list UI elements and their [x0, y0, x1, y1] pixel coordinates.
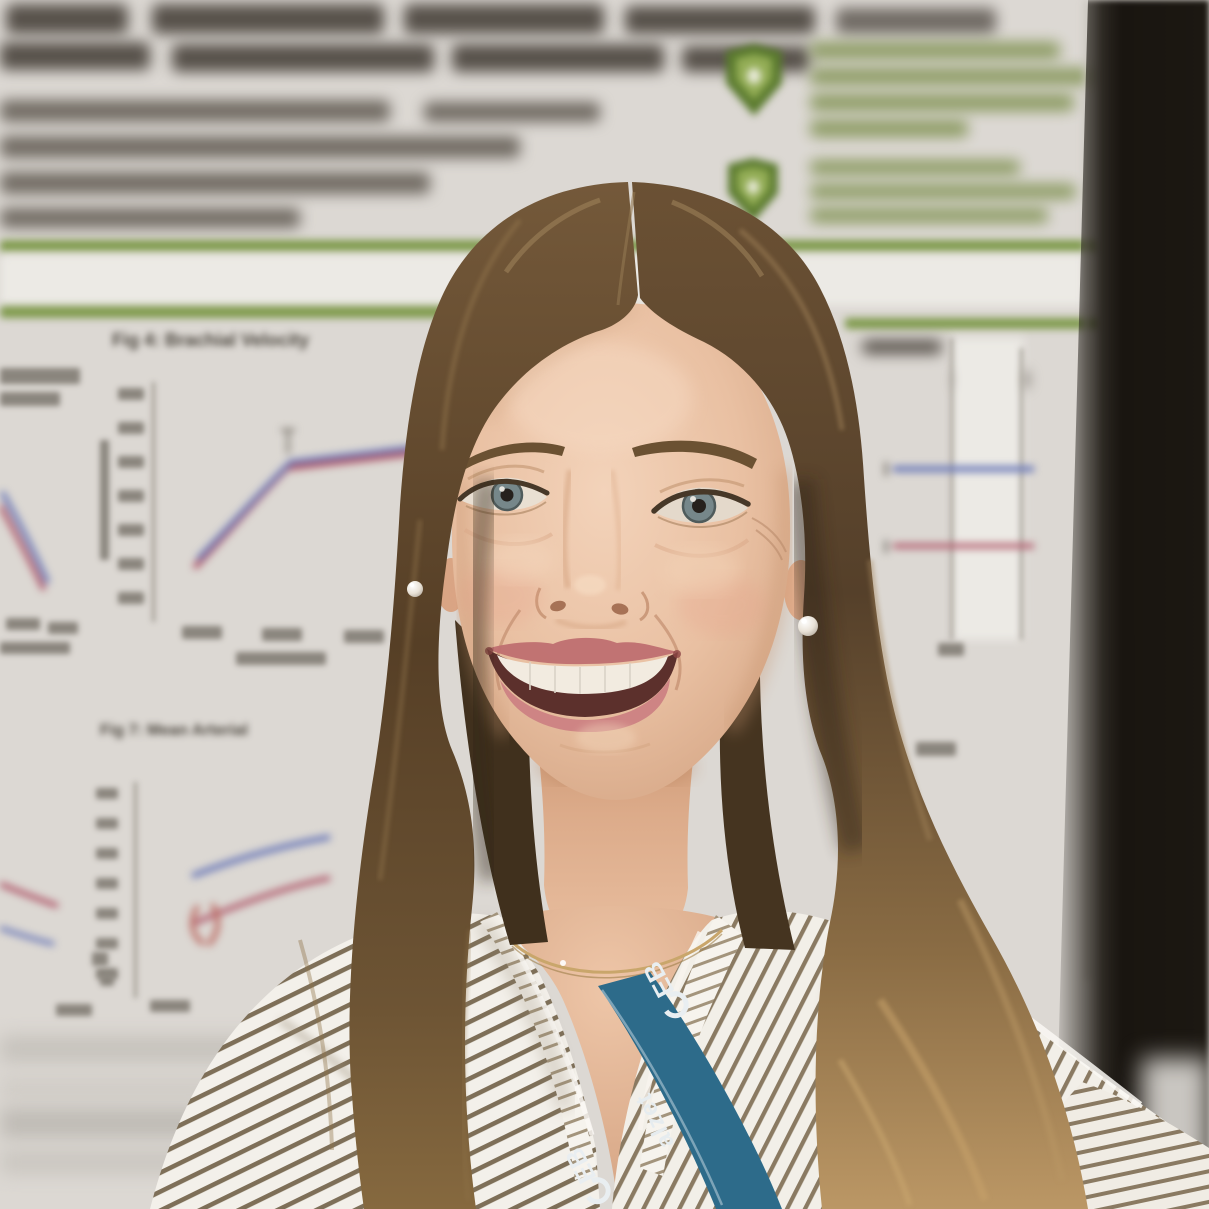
author-text-line: [452, 44, 664, 72]
upper-lip: [487, 637, 678, 665]
fig7-y-axis: [134, 782, 137, 998]
left-nostril: [550, 600, 566, 612]
author-text-line: [0, 42, 150, 70]
institution-text-line: [810, 120, 968, 137]
institution-text-line: [810, 208, 1048, 223]
institution-text-line: [810, 68, 1092, 85]
green-divider-bar: [845, 318, 1097, 329]
affiliation-text-line: [0, 172, 430, 194]
institution-text-line: [810, 160, 1020, 175]
necklace-sparkle: [560, 960, 566, 966]
author-text-line: [6, 4, 128, 34]
author-text-line: [836, 8, 996, 34]
left-pupil: [500, 488, 514, 502]
green-divider-bar: [0, 306, 470, 318]
university-shield-icon: [726, 44, 782, 116]
left-eyebrow: [458, 442, 565, 471]
right-nostril: [611, 603, 629, 615]
affiliation-text-line: [0, 100, 390, 122]
author-text-line: [172, 44, 434, 72]
caption-fragment: [862, 340, 942, 354]
affiliation-text-line: [0, 208, 300, 228]
institution-text-line: [810, 94, 1074, 111]
pearl-earring-left: [407, 581, 423, 597]
author-text-line: [625, 6, 815, 34]
forehead-highlight: [508, 343, 692, 453]
right-eye: [651, 478, 787, 561]
chest: [490, 905, 726, 1184]
smile-mouth: [485, 637, 681, 754]
nose: [535, 469, 650, 631]
affiliation-text-line: [424, 102, 600, 122]
affiliation-text-line: [0, 136, 520, 158]
pearl-earring-right: [798, 616, 818, 636]
fig7-caption: Fig 7: Mean Arterial: [100, 722, 248, 739]
right-chart-column: [952, 338, 1024, 640]
institution-text-line: [810, 42, 1060, 59]
author-text-line: [404, 4, 604, 34]
author-text-line: [152, 4, 384, 34]
teeth: [497, 655, 668, 694]
gold-necklace: [510, 928, 724, 979]
right-eyebrow: [632, 440, 757, 469]
university-shield-icon: [728, 158, 778, 222]
collar: [480, 912, 597, 1180]
hair: [298, 182, 1088, 1209]
face: [451, 303, 794, 800]
fig4-caption: Fig 4: Brachial Velocity: [112, 330, 310, 350]
lower-lip: [500, 678, 670, 733]
chin-highlight: [576, 723, 636, 753]
institution-text-line: [810, 184, 1076, 199]
right-pupil: [692, 499, 706, 513]
fig4-y-axis: [152, 382, 155, 622]
